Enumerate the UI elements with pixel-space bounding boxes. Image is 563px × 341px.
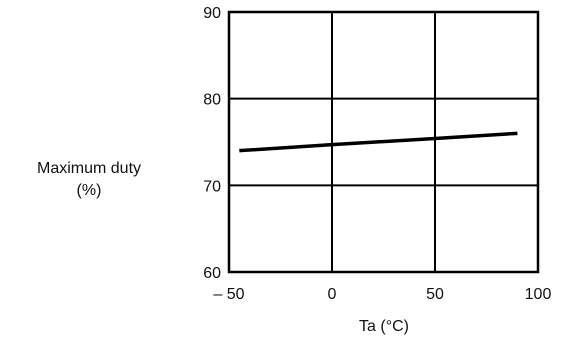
series-group — [239, 133, 517, 150]
y-tick-label: 60 — [203, 265, 221, 282]
x-axis-ticks: – 50 0 50 100 — [213, 286, 551, 303]
y-axis-ticks: 60 70 80 90 — [203, 5, 221, 282]
x-tick-label: – 50 — [213, 286, 244, 303]
x-tick-label: 100 — [525, 286, 552, 303]
y-tick-label: 70 — [203, 178, 221, 195]
y-axis-label-line1: Maximum duty — [37, 160, 141, 177]
x-tick-label: 0 — [328, 286, 337, 303]
x-tick-label: 50 — [426, 286, 444, 303]
x-axis-label: Ta (°C) — [359, 318, 409, 335]
y-tick-label: 90 — [203, 5, 221, 22]
series-line — [239, 133, 517, 150]
y-tick-label: 80 — [203, 92, 221, 109]
y-axis-label-line2: (%) — [77, 182, 102, 199]
